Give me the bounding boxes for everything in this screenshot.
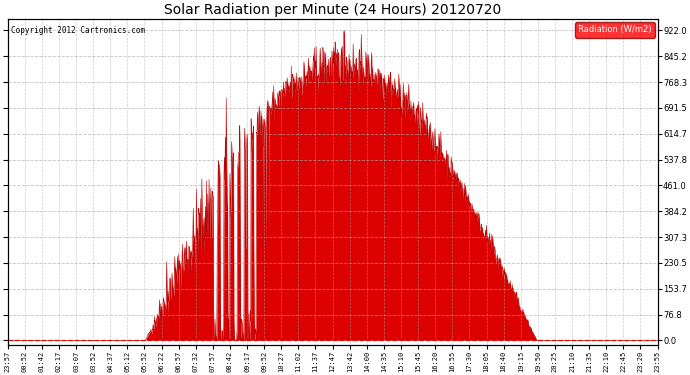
Text: Copyright 2012 Cartronics.com: Copyright 2012 Cartronics.com [11, 26, 145, 35]
Title: Solar Radiation per Minute (24 Hours) 20120720: Solar Radiation per Minute (24 Hours) 20… [164, 3, 501, 17]
Legend: Radiation (W/m2): Radiation (W/m2) [575, 22, 655, 38]
